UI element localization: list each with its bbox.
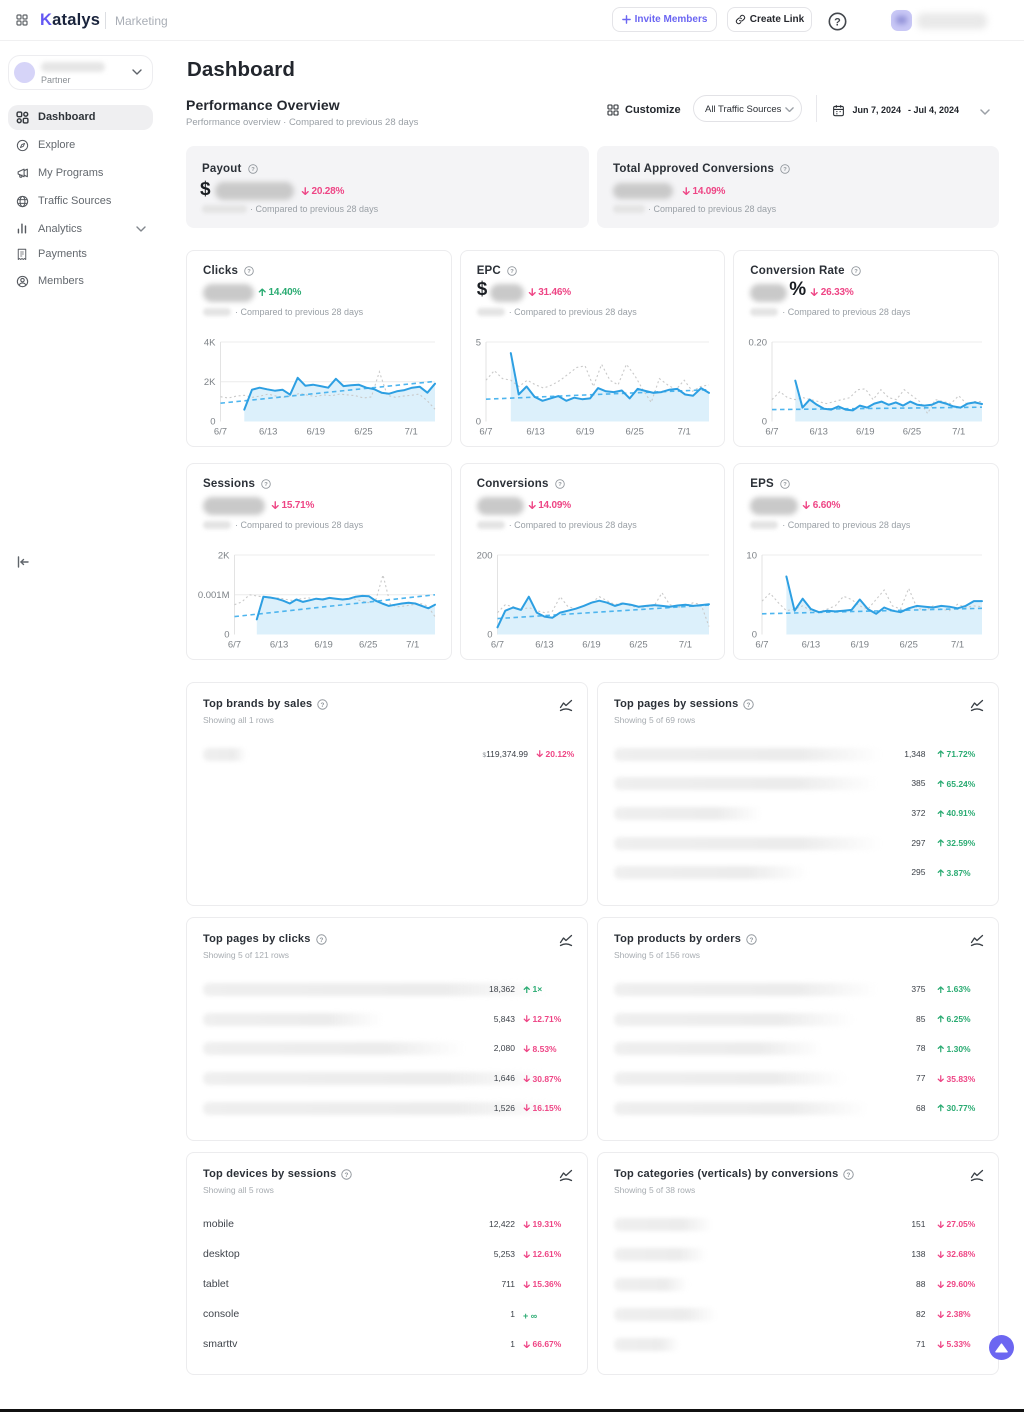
svg-text:6/7: 6/7 [756, 639, 769, 650]
svg-text:?: ? [510, 269, 514, 275]
svg-text:6/7: 6/7 [491, 639, 504, 650]
svg-text:0.001M: 0.001M [198, 590, 230, 601]
svg-text:6/19: 6/19 [582, 639, 600, 650]
svg-text:6/13: 6/13 [526, 426, 544, 437]
svg-text:0: 0 [487, 629, 492, 640]
svg-text:?: ? [834, 16, 841, 28]
svg-text:6/13: 6/13 [259, 426, 277, 437]
svg-text:7/1: 7/1 [405, 426, 418, 437]
svg-text:6/7: 6/7 [479, 426, 492, 437]
svg-text:6/13: 6/13 [270, 639, 288, 650]
svg-text:6/25: 6/25 [903, 426, 921, 437]
svg-text:0.20: 0.20 [749, 338, 767, 349]
svg-text:7/1: 7/1 [952, 426, 965, 437]
svg-text:6/7: 6/7 [766, 426, 779, 437]
svg-text:6/7: 6/7 [228, 639, 241, 650]
svg-text:7/1: 7/1 [406, 639, 419, 650]
svg-text:0: 0 [475, 416, 480, 427]
svg-text:4K: 4K [204, 338, 216, 349]
svg-text:5: 5 [475, 338, 480, 349]
svg-text:?: ? [319, 936, 323, 943]
svg-text:6/19: 6/19 [307, 426, 325, 437]
svg-text:6/25: 6/25 [629, 639, 647, 650]
svg-text:6/25: 6/25 [354, 426, 372, 437]
svg-text:0: 0 [210, 416, 215, 427]
svg-text:2K: 2K [218, 551, 230, 562]
svg-text:2K: 2K [204, 377, 216, 388]
svg-text:?: ? [558, 482, 562, 488]
svg-text:6/7: 6/7 [214, 426, 227, 437]
svg-text:6/25: 6/25 [625, 426, 643, 437]
svg-text:?: ? [247, 269, 251, 275]
svg-text:?: ? [264, 482, 268, 488]
svg-text:?: ? [747, 701, 751, 708]
svg-text:6/25: 6/25 [900, 639, 918, 650]
svg-text:?: ? [750, 936, 754, 943]
svg-text:6/19: 6/19 [314, 639, 332, 650]
svg-text:6/19: 6/19 [856, 426, 874, 437]
svg-text:6/25: 6/25 [359, 639, 377, 650]
svg-text:6/13: 6/13 [810, 426, 828, 437]
svg-text:0: 0 [752, 629, 757, 640]
svg-text:7/1: 7/1 [679, 639, 692, 650]
svg-text:?: ? [251, 167, 255, 173]
svg-text:6/19: 6/19 [851, 639, 869, 650]
svg-text:0: 0 [224, 629, 229, 640]
svg-text:?: ? [345, 1171, 349, 1178]
svg-text:?: ? [783, 167, 787, 173]
svg-text:7/1: 7/1 [951, 639, 964, 650]
svg-text:6/13: 6/13 [535, 639, 553, 650]
svg-text:6/19: 6/19 [576, 426, 594, 437]
svg-text:?: ? [321, 701, 325, 708]
svg-text:?: ? [847, 1171, 851, 1178]
svg-text:?: ? [854, 269, 858, 275]
svg-text:7/1: 7/1 [677, 426, 690, 437]
svg-text:6/13: 6/13 [802, 639, 820, 650]
svg-text:0: 0 [762, 416, 767, 427]
svg-text:10: 10 [747, 551, 758, 562]
svg-text:200: 200 [476, 551, 492, 562]
svg-text:?: ? [783, 482, 787, 488]
